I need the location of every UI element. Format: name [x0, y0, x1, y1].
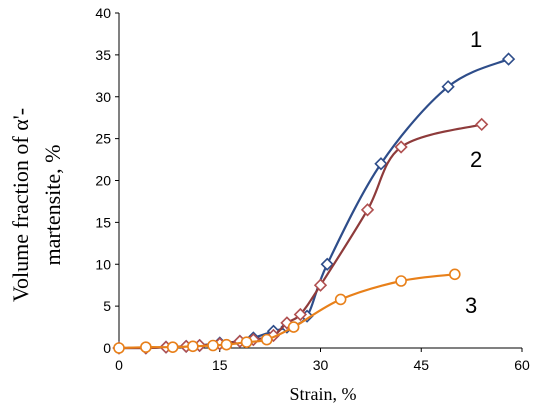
data-point [334, 293, 347, 306]
x-tick-label: 15 [212, 357, 228, 373]
data-point [140, 341, 152, 353]
y-axis-title-line2: martensite, % [40, 145, 65, 266]
y-tick-label: 5 [103, 298, 111, 314]
series-label: 3 [465, 293, 477, 318]
y-tick-label: 30 [95, 89, 111, 105]
data-point [501, 52, 516, 66]
y-tick-label: 40 [95, 5, 111, 21]
y-axis-title-line1: Volume fraction of α'- [8, 108, 33, 302]
labels-layer: Strain, % Volume fraction of α'- martens… [8, 108, 357, 404]
data-point [293, 307, 307, 322]
series-2 [112, 117, 489, 355]
data-point [395, 275, 407, 287]
x-axis-title: Strain, % [290, 384, 357, 404]
axes: 0 5 10 15 20 25 30 35 40 0 15 30 45 60 [95, 5, 530, 373]
data-point [207, 339, 219, 352]
y-tick-label: 0 [103, 340, 111, 356]
series-label: 2 [470, 147, 482, 172]
series-3 [113, 268, 461, 354]
series-line [118, 58, 510, 350]
data-point [166, 341, 179, 353]
data-point [441, 80, 455, 94]
x-tick-label: 60 [514, 357, 530, 373]
data-point [360, 203, 375, 217]
series-label: 1 [470, 27, 482, 52]
data-point [113, 342, 125, 354]
data-point [313, 278, 328, 292]
series-1 [112, 52, 516, 355]
y-tick-label: 15 [95, 214, 111, 230]
data-point [260, 333, 273, 346]
x-tick-label: 0 [115, 357, 123, 373]
y-tick-label: 20 [95, 173, 111, 189]
data-point [394, 140, 408, 154]
data-point [475, 117, 489, 132]
data-point [187, 340, 199, 353]
data-point [240, 336, 253, 348]
y-tick-label: 35 [95, 47, 111, 63]
series-layer: 1 2 3 [112, 27, 516, 355]
data-point [320, 257, 334, 271]
y-tick-label: 25 [95, 131, 111, 147]
data-point [449, 268, 461, 281]
data-point [220, 338, 233, 351]
y-tick-label: 10 [95, 256, 111, 272]
data-point [287, 321, 300, 333]
data-point [374, 157, 388, 171]
x-tick-label: 30 [313, 357, 329, 373]
x-tick-label: 45 [413, 357, 429, 373]
